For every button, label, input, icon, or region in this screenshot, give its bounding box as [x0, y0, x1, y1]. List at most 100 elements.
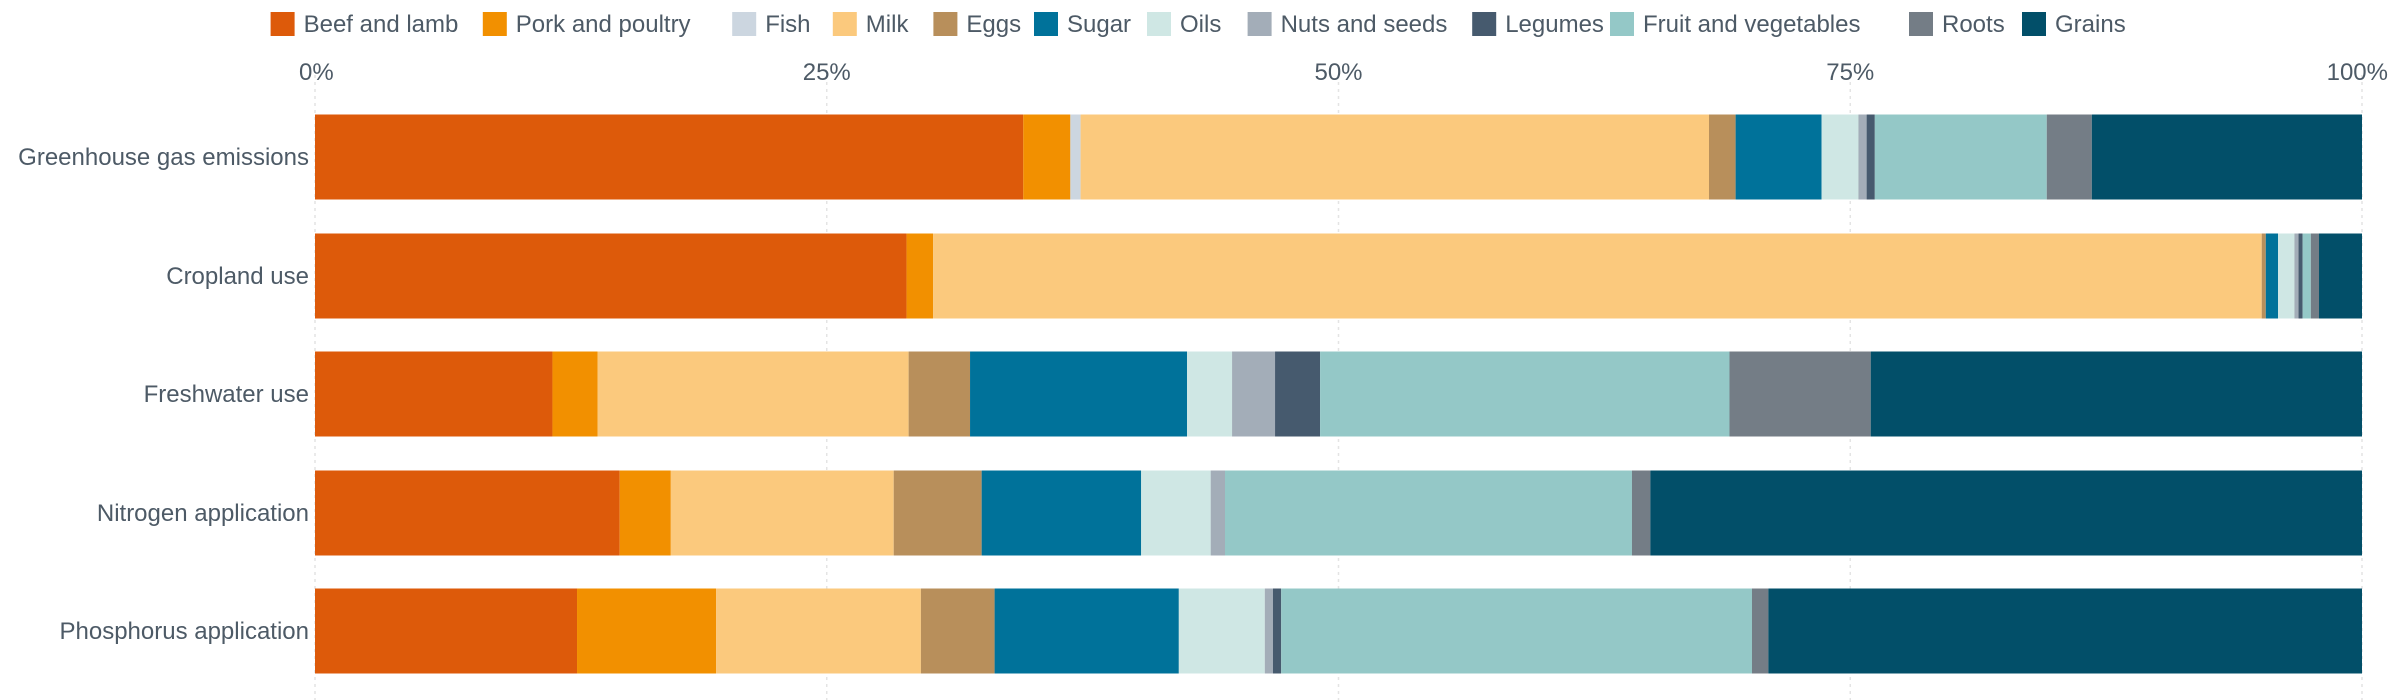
- bar-segment-freshwater-use-legumes[interactable]: [1275, 351, 1321, 437]
- bar-segment-nitrogen-application-beef-and-lamb[interactable]: [315, 470, 620, 556]
- bar-segment-cropland-use-grains[interactable]: [2319, 233, 2362, 319]
- legend-item-sugar[interactable]: Sugar: [1034, 11, 1131, 38]
- category-label-cropland-use: Cropland use: [166, 263, 309, 290]
- bar-segment-freshwater-use-sugar[interactable]: [970, 351, 1188, 437]
- legend-item-oils[interactable]: Oils: [1147, 11, 1221, 38]
- legend-item-roots[interactable]: Roots: [1909, 11, 2005, 38]
- legend-label-pork-and-poultry: Pork and poultry: [516, 11, 691, 38]
- bar-segment-greenhouse-gas-emissions-pork-and-poultry[interactable]: [1023, 114, 1071, 200]
- bar-segment-phosphorus-application-milk[interactable]: [716, 588, 921, 674]
- legend-label-fruit-and-vegetables: Fruit and vegetables: [1643, 11, 1860, 38]
- bar-segment-phosphorus-application-roots[interactable]: [1751, 588, 1769, 674]
- bar-segment-phosphorus-application-fruit-and-vegetables[interactable]: [1281, 588, 1752, 674]
- legend-swatch-milk: [832, 12, 857, 36]
- bar-segment-cropland-use-beef-and-lamb[interactable]: [315, 233, 907, 319]
- legend-swatch-pork-and-poultry: [482, 12, 507, 36]
- legend-label-roots: Roots: [1942, 11, 2005, 38]
- bar-segment-greenhouse-gas-emissions-oils[interactable]: [1821, 114, 1859, 200]
- bar-segment-phosphorus-application-beef-and-lamb[interactable]: [315, 588, 578, 674]
- legend-label-legumes: Legumes: [1505, 11, 1604, 38]
- legend-item-eggs[interactable]: Eggs: [933, 11, 1021, 38]
- bar-row-cropland-use: [315, 233, 2362, 319]
- bar-segment-nitrogen-application-fruit-and-vegetables[interactable]: [1225, 470, 1632, 556]
- legend-item-nuts-and-seeds[interactable]: Nuts and seeds: [1247, 11, 1448, 38]
- bar-segment-nitrogen-application-eggs[interactable]: [893, 470, 982, 556]
- legend-swatch-fish: [732, 12, 757, 36]
- bar-segment-nitrogen-application-pork-and-poultry[interactable]: [619, 470, 671, 556]
- bar-segment-phosphorus-application-nuts-and-seeds[interactable]: [1264, 588, 1273, 674]
- bar-segment-cropland-use-roots[interactable]: [2310, 233, 2320, 319]
- bar-segment-freshwater-use-eggs[interactable]: [908, 351, 971, 437]
- bar-segment-freshwater-use-fruit-and-vegetables[interactable]: [1320, 351, 1730, 437]
- x-axis-ticks: 0% 25% 50% 75% 100%: [299, 59, 2388, 86]
- legend-label-nuts-and-seeds: Nuts and seeds: [1281, 11, 1448, 38]
- bar-segment-phosphorus-application-eggs[interactable]: [920, 588, 995, 674]
- bar-segment-greenhouse-gas-emissions-beef-and-lamb[interactable]: [315, 114, 1024, 200]
- legend-item-fish[interactable]: Fish: [732, 11, 811, 38]
- legend-label-oils: Oils: [1180, 11, 1221, 38]
- bar-segment-nitrogen-application-oils[interactable]: [1141, 470, 1211, 556]
- bar-segment-greenhouse-gas-emissions-fish[interactable]: [1070, 114, 1081, 200]
- legend-swatch-nuts-and-seeds: [1247, 12, 1272, 36]
- legend-item-beef-and-lamb[interactable]: Beef and lamb: [270, 11, 459, 38]
- bar-segment-nitrogen-application-roots[interactable]: [1631, 470, 1651, 556]
- x-tick-label-0: 0%: [299, 59, 334, 86]
- bar-segment-freshwater-use-beef-and-lamb[interactable]: [315, 351, 553, 437]
- bar-segment-freshwater-use-pork-and-poultry[interactable]: [552, 351, 598, 437]
- bar-segment-freshwater-use-oils[interactable]: [1187, 351, 1233, 437]
- bar-segment-freshwater-use-roots[interactable]: [1729, 351, 1871, 437]
- bar-segment-cropland-use-milk[interactable]: [933, 233, 2262, 319]
- bar-segment-greenhouse-gas-emissions-roots[interactable]: [2046, 114, 2092, 200]
- bar-segment-freshwater-use-grains[interactable]: [1870, 351, 2362, 437]
- legend-item-milk[interactable]: Milk: [832, 11, 910, 38]
- legend-label-fish: Fish: [765, 11, 810, 38]
- bar-row-nitrogen-application: [315, 470, 2362, 556]
- bar-segment-cropland-use-nuts-and-seeds[interactable]: [2294, 233, 2299, 319]
- legend-swatch-legumes: [1472, 12, 1497, 36]
- bar-segment-greenhouse-gas-emissions-nuts-and-seeds[interactable]: [1858, 114, 1867, 200]
- legend-item-legumes[interactable]: Legumes: [1472, 11, 1604, 38]
- legend-item-pork-and-poultry[interactable]: Pork and poultry: [482, 11, 691, 38]
- bar-segment-phosphorus-application-grains[interactable]: [1768, 588, 2362, 674]
- bar-segment-nitrogen-application-milk[interactable]: [670, 470, 894, 556]
- legend-swatch-fruit-and-vegetables: [1610, 12, 1634, 36]
- bar-segment-nitrogen-application-grains[interactable]: [1650, 470, 2362, 556]
- bar-segment-cropland-use-sugar[interactable]: [2265, 233, 2279, 319]
- bar-segment-nitrogen-application-nuts-and-seeds[interactable]: [1210, 470, 1226, 556]
- legend-label-milk: Milk: [866, 11, 910, 38]
- legend-label-beef-and-lamb: Beef and lamb: [304, 11, 459, 38]
- legend-swatch-sugar: [1034, 12, 1058, 36]
- bar-segment-greenhouse-gas-emissions-milk[interactable]: [1080, 114, 1710, 200]
- x-tick-label-75: 75%: [1826, 59, 1874, 86]
- bar-segment-cropland-use-pork-and-poultry[interactable]: [906, 233, 934, 319]
- bar-segment-cropland-use-fruit-and-vegetables[interactable]: [2302, 233, 2311, 319]
- bar-segment-nitrogen-application-sugar[interactable]: [981, 470, 1142, 556]
- bar-row-phosphorus-application: [315, 588, 2362, 674]
- x-tick-label-100: 100%: [2327, 59, 2388, 86]
- bar-segment-greenhouse-gas-emissions-grains[interactable]: [2091, 114, 2362, 200]
- bar-segment-cropland-use-legumes[interactable]: [2298, 233, 2303, 319]
- x-tick-label-25: 25%: [803, 59, 851, 86]
- x-tick-label-50: 50%: [1314, 59, 1362, 86]
- bar-segment-phosphorus-application-pork-and-poultry[interactable]: [577, 588, 717, 674]
- legend-swatch-roots: [1909, 12, 1933, 36]
- legend-swatch-oils: [1147, 12, 1171, 36]
- bar-segment-greenhouse-gas-emissions-legumes[interactable]: [1866, 114, 1875, 200]
- legend-item-grains[interactable]: Grains: [2022, 11, 2126, 38]
- bar-segment-freshwater-use-nuts-and-seeds[interactable]: [1232, 351, 1276, 437]
- legend-item-fruit-and-vegetables[interactable]: Fruit and vegetables: [1610, 11, 1860, 38]
- bar-segment-greenhouse-gas-emissions-eggs[interactable]: [1709, 114, 1736, 200]
- legend: Beef and lamb Pork and poultry Fish Milk Egg…: [270, 11, 2126, 38]
- bar-segment-cropland-use-eggs[interactable]: [2261, 233, 2266, 319]
- bar-segment-greenhouse-gas-emissions-fruit-and-vegetables[interactable]: [1874, 114, 2047, 200]
- bar-segment-phosphorus-application-legumes[interactable]: [1272, 588, 1282, 674]
- bar-segment-phosphorus-application-oils[interactable]: [1178, 588, 1265, 674]
- bar-segment-greenhouse-gas-emissions-sugar[interactable]: [1735, 114, 1822, 200]
- bar-segment-phosphorus-application-sugar[interactable]: [994, 588, 1179, 674]
- bar-segment-freshwater-use-milk[interactable]: [597, 351, 909, 437]
- category-label-phosphorus-application: Phosphorus application: [59, 618, 309, 645]
- bars: [315, 114, 2362, 674]
- bar-segment-cropland-use-oils[interactable]: [2278, 233, 2295, 319]
